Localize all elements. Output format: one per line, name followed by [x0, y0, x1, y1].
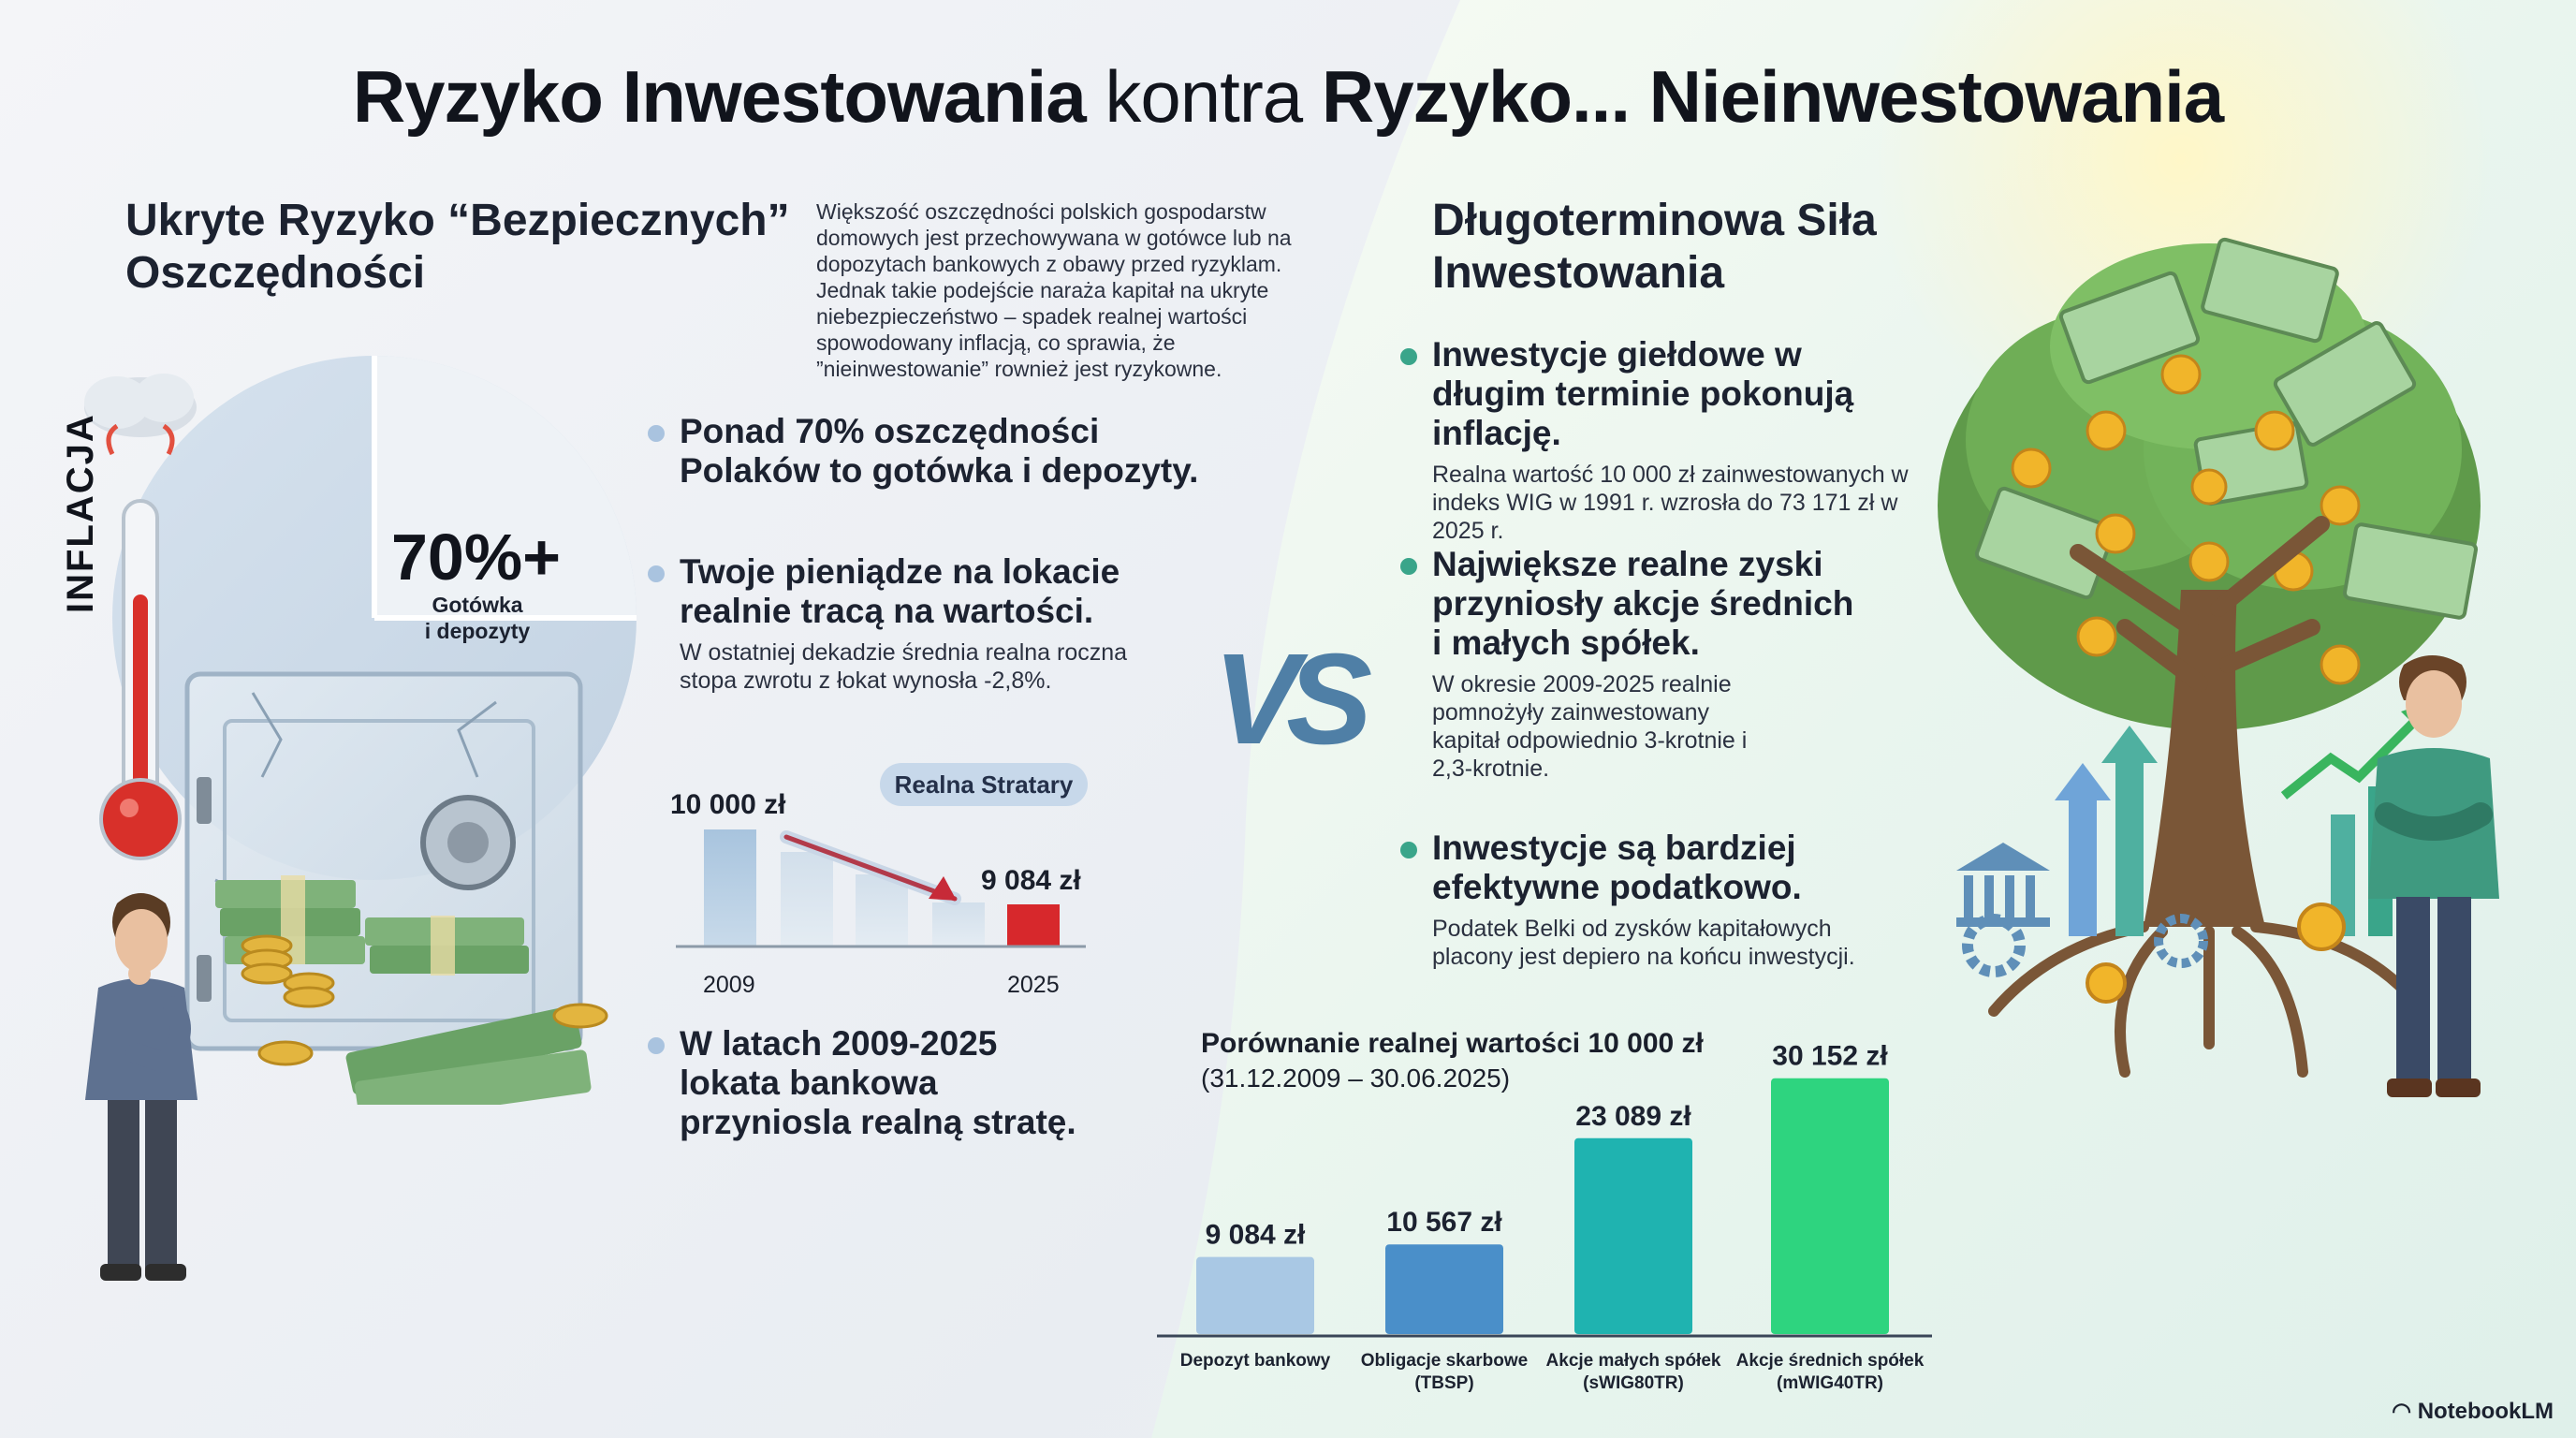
notebooklm-logo: ◠ NotebookLM: [2392, 1398, 2554, 1425]
pie-label: Gotówka i depozyty: [402, 592, 552, 644]
chart-category-label: (mWIG40TR): [1777, 1373, 1883, 1393]
chart-category-label: Akcje małych spółek: [1546, 1351, 1721, 1371]
mini-bar-2009: [704, 829, 756, 946]
golden-apples: [2011, 354, 2361, 685]
chart-value-label: 30 152 zł: [1772, 1041, 1888, 1072]
loose-cash: [257, 1003, 608, 1105]
right-bullet-1: Inwestycje giełdowe w długim terminie po…: [1400, 335, 1919, 545]
chart-bar: [1574, 1137, 1692, 1334]
left-bullet-2-head: Twoje pieniądze na lokacie realnie tracą…: [680, 552, 1120, 630]
bullet-dot: [648, 425, 665, 442]
left-heading: Ukryte Ryzyko “Bezpiecznych” Oszczędnośc…: [125, 196, 790, 298]
page-title: Ryzyko Inwestowania kontra Ryzyko... Nie…: [0, 54, 2576, 139]
right-bullet-2: Największe realne zyski przyniosły akcje…: [1400, 545, 1872, 783]
mini-chart-end-year: 2025: [1007, 972, 1060, 998]
mini-loss-chart: [676, 829, 1086, 948]
left-bullet-1-head: Ponad 70% oszczędności Polaków to gotówk…: [680, 412, 1199, 490]
mini-bar: [856, 874, 908, 946]
chart-subtitle: (31.12.2009 – 30.06.2025): [1201, 1064, 1511, 1093]
chart-category-label: (sWIG80TR): [1583, 1373, 1684, 1393]
chart-category-label: Depozyt bankowy: [1180, 1351, 1331, 1371]
chart-category-label: (TBSP): [1414, 1373, 1473, 1393]
chart-bar: [1196, 1256, 1314, 1334]
chart-title: Porównanie realnej wartości 10 000 zł: [1201, 1028, 1704, 1059]
real-loss-pill: Realna Stratary: [880, 763, 1088, 806]
pie-label-line-1: Gotówka: [432, 593, 523, 617]
right-bullet-2-sub: W okresie 2009-2025 realnie pomnożyły za…: [1432, 671, 1748, 782]
chart-bar: [1385, 1244, 1503, 1334]
footer-brand: NotebookLM: [2417, 1399, 2554, 1424]
confident-man-illustration: [2368, 655, 2499, 1097]
chart-value-label: 9 084 zł: [1206, 1220, 1306, 1251]
chart-bar: [1771, 1078, 1889, 1334]
bullet-dot: [648, 1037, 665, 1054]
pie-label-line-2: i depozyty: [424, 619, 531, 643]
left-bullet-1: Ponad 70% oszczędności Polaków to gotówk…: [648, 412, 1204, 491]
bullet-dot: [1400, 348, 1417, 365]
savings-safe-illustration: [112, 356, 637, 1105]
left-bullet-2-sub: W ostatniej dekadzie średnia realna rocz…: [680, 639, 1128, 694]
gold-coins: [241, 934, 335, 1008]
right-bullet-3: Inwestycje są bardziej efektywne podatko…: [1400, 829, 1900, 971]
pie-slice-other: [374, 356, 637, 618]
bullet-dot: [1400, 842, 1417, 858]
title-part-3: Ryzyko... Nieinwestowania: [1321, 55, 2224, 138]
glass-safe: [184, 671, 583, 1051]
mini-chart-start-value: 10 000 zł: [670, 789, 786, 820]
mini-chart-end-value: 9 084 zł: [981, 865, 1081, 896]
chart-value-label: 23 089 zł: [1575, 1101, 1691, 1132]
title-part-1: Ryzyko Inwestowania: [352, 55, 1087, 138]
inflation-label: INFLACJA: [60, 413, 101, 613]
mini-bar: [781, 852, 833, 946]
title-part-2: kontra: [1105, 55, 1303, 138]
chart-category-label: Akcje średnich spółek: [1736, 1351, 1925, 1371]
left-bullet-3-head: W latach 2009-2025 lokata bankowa przyni…: [680, 1024, 1076, 1141]
pie-percentage: 70%+: [391, 521, 561, 594]
bank-icon: [1956, 843, 2050, 927]
real-value-bar-chart: 9 084 zł Depozyt bankowy 10 567 zł Obligacj…: [1157, 1041, 1932, 1393]
right-bullet-3-head: Inwestycje są bardziej efektywne podatko…: [1432, 829, 1802, 906]
down-arrow-icon: [929, 876, 957, 901]
chart-value-label: 10 567 zł: [1386, 1207, 1502, 1238]
worried-man-illustration: [85, 893, 198, 1281]
mini-bar: [932, 902, 985, 946]
chart-category-label: Obligacje skarbowe: [1361, 1351, 1528, 1371]
right-bullet-2-head: Największe realne zyski przyniosły akcje…: [1432, 545, 1854, 662]
right-bullet-1-sub: Realna wartość 10 000 zł zainwestowanych…: [1432, 462, 1909, 544]
bullet-dot: [1400, 558, 1417, 575]
left-bullet-2: Twoje pieniądze na lokacie realnie tracą…: [648, 552, 1166, 695]
coin-icon: [2086, 902, 2346, 1004]
vs-label: VS: [1213, 627, 1372, 771]
right-bullet-1-head: Inwestycje giełdowe w długim terminie po…: [1432, 335, 1854, 452]
thermometer-icon: [84, 374, 197, 860]
left-bullet-3: W latach 2009-2025 lokata bankowa przyni…: [648, 1024, 1082, 1142]
notebooklm-icon: ◠: [2392, 1399, 2418, 1424]
left-intro-text: Większość oszczędności polskich gospodar…: [816, 199, 1292, 381]
right-heading: Długoterminowa Siła Inwestowania: [1432, 196, 1877, 298]
mini-chart-start-year: 2009: [703, 972, 755, 998]
right-bullet-3-sub: Podatek Belki od zysków kapitałowych pla…: [1432, 916, 1855, 970]
mini-bar-2025: [1007, 904, 1060, 946]
bullet-dot: [648, 565, 665, 582]
money-tree-illustration: [1938, 237, 2481, 1078]
